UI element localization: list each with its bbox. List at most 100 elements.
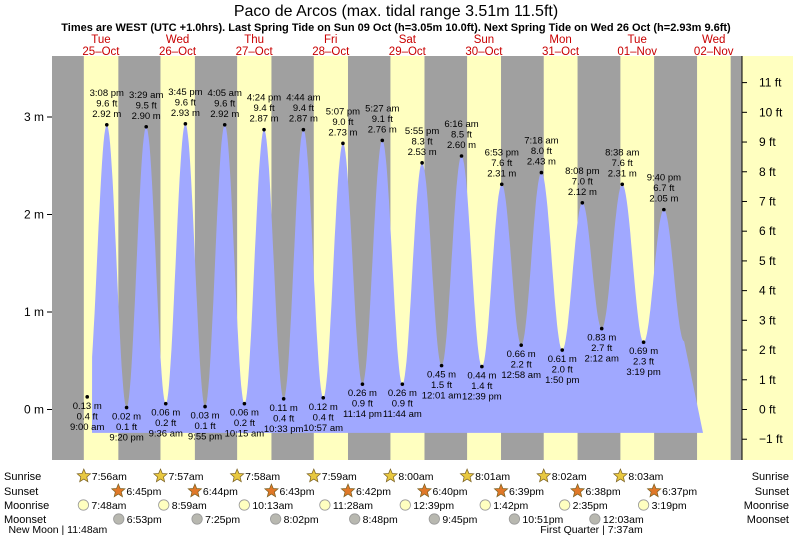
low-tide-marker (480, 364, 484, 369)
right-axis-label: 4 ft (759, 284, 776, 298)
sunset-time: 6:45pm (126, 486, 161, 498)
sunset-row-label-right: Sunset (755, 486, 789, 498)
day-of-week: Sat (399, 34, 417, 46)
tide-label-line: 0.02 m (112, 412, 141, 423)
tide-label-line: 4:05 am (208, 88, 242, 99)
high-tide-label: 3:29 am9.5 ft2.90 m (129, 90, 163, 122)
moon-phase-note: First Quarter | 7:37am (540, 524, 643, 536)
tide-extreme-markers (85, 122, 666, 410)
moonrise-row-label-left: Moonrise (4, 500, 49, 512)
high-tide-marker (580, 201, 585, 205)
high-tide-marker (620, 182, 625, 187)
day-of-week: Wed (166, 34, 189, 46)
tide-label-line: 2.05 m (649, 194, 678, 205)
day-of-week: Sun (474, 34, 494, 46)
tide-label-line: 3:29 am (129, 90, 163, 101)
right-axis-label: 8 ft (759, 165, 776, 179)
tide-label-line: 8.5 ft (451, 130, 472, 141)
low-tide-marker (124, 405, 129, 410)
day-of-week: Mon (549, 34, 571, 46)
tide-label-line: 1.5 ft (431, 380, 452, 391)
tide-label-line: 0.13 m (73, 401, 102, 412)
moonset-time: 7:25pm (205, 514, 240, 526)
tide-label-line: 7.0 ft (572, 176, 593, 187)
tide-label-line: 9.6 ft (96, 98, 117, 109)
tide-label-line: 8:08 pm (565, 166, 599, 177)
moonset-icon (113, 513, 125, 525)
right-axis-label: 0 ft (759, 403, 776, 417)
tide-label-line: 0.9 ft (352, 399, 373, 410)
tide-label-line: 3:45 pm (168, 87, 202, 98)
tide-label-line: 0.06 m (230, 408, 259, 419)
moonset-icon (508, 513, 521, 525)
tide-area (92, 123, 703, 433)
tide-label-line: 9:36 am (149, 429, 183, 440)
left-axis-label: 0 m (24, 403, 44, 417)
left-axis-label: 1 m (24, 305, 44, 319)
tide-label-line: 2.90 m (132, 111, 161, 122)
moonrise-time: 3:19pm (652, 500, 687, 512)
high-tide-label: 9:40 pm6.7 ft2.05 m (647, 173, 681, 205)
tide-label-line: 0.9 ft (392, 399, 413, 410)
day-date: 28–Oct (312, 46, 350, 58)
tide-label-line: 1:50 pm (545, 375, 579, 386)
tide-label-line: 2.93 m (171, 108, 200, 119)
tide-label-line: 12:39 pm (462, 392, 502, 403)
chart-subtitle: Times are WEST (UTC +1.0hrs). Last Sprin… (61, 22, 731, 34)
tide-label-line: 6:53 pm (485, 147, 519, 158)
high-tide-label: 3:08 pm9.6 ft2.92 m (90, 88, 124, 120)
moonrise-row-label-right: Moonrise (744, 500, 789, 512)
low-tide-label: 0.02 m0.1 ft9:20 pm (109, 412, 143, 444)
left-axis-label: 2 m (24, 208, 44, 222)
tide-label-line: 0.4 ft (77, 411, 98, 422)
sunrise-time: 8:00am (398, 471, 433, 483)
low-tide-marker (400, 382, 405, 386)
high-tide-marker (341, 141, 345, 146)
high-tide-marker (380, 138, 385, 143)
moonset-time: 8:48pm (363, 514, 398, 526)
tide-label-line: 5:27 am (365, 103, 399, 114)
moonset-time: 12:03am (603, 514, 644, 526)
tide-label-line: 0.66 m (507, 349, 536, 360)
tide-label-line: 0.1 ft (194, 421, 215, 432)
low-tide-marker (203, 404, 207, 409)
tide-label-line: 5:55 pm (405, 126, 439, 137)
tide-label-line: 3:19 pm (626, 367, 660, 378)
chart-title: Paco de Arcos (max. tidal range 3.51m 11… (234, 3, 558, 20)
tide-label-line: 2.76 m (368, 124, 397, 135)
tide-label-line: 10:33 pm (264, 424, 304, 435)
tide-label-line: 10:15 am (225, 429, 265, 440)
tide-label-line: 0.44 m (467, 371, 496, 382)
moonrise-time: 1:42pm (493, 500, 528, 512)
low-tide-marker (281, 396, 286, 401)
high-tide-marker (420, 161, 424, 165)
sunset-time: 6:38pm (586, 486, 621, 498)
moonrise-icon (158, 499, 170, 511)
high-tide-label: 4:44 am9.4 ft2.87 m (286, 93, 320, 125)
tide-label-line: 9:00 am (70, 422, 104, 433)
day-labels: Tue25–OctWed26–OctThu27–OctFri28–OctSat2… (82, 34, 733, 58)
high-tide-label: 5:07 pm9.0 ft2.73 m (326, 106, 360, 138)
tide-label-line: 0.11 m (270, 403, 298, 414)
day-date: 01–Nov (617, 46, 657, 58)
right-axis-label: 11 ft (759, 76, 782, 90)
sunset-time: 6:43pm (279, 486, 314, 498)
right-axis-label: 5 ft (759, 254, 776, 268)
tide-label-line: 1.4 ft (471, 381, 492, 392)
sunrise-time: 8:03am (628, 471, 663, 483)
moonrise-icon (77, 499, 89, 511)
tide-label-line: 2.12 m (568, 187, 597, 198)
tide-label-line: 3:08 pm (90, 88, 124, 99)
moonset-icon (589, 513, 601, 525)
tide-label-line: 9.1 ft (372, 114, 393, 125)
tide-label-line: 2.31 m (487, 168, 516, 179)
tide-label-line: 2.43 m (527, 157, 556, 168)
sunset-icon (340, 483, 356, 498)
day-date: 31–Oct (542, 46, 580, 58)
moonset-icon (428, 513, 440, 525)
tide-label-line: 7.6 ft (491, 158, 512, 169)
high-tide-marker (262, 127, 266, 132)
